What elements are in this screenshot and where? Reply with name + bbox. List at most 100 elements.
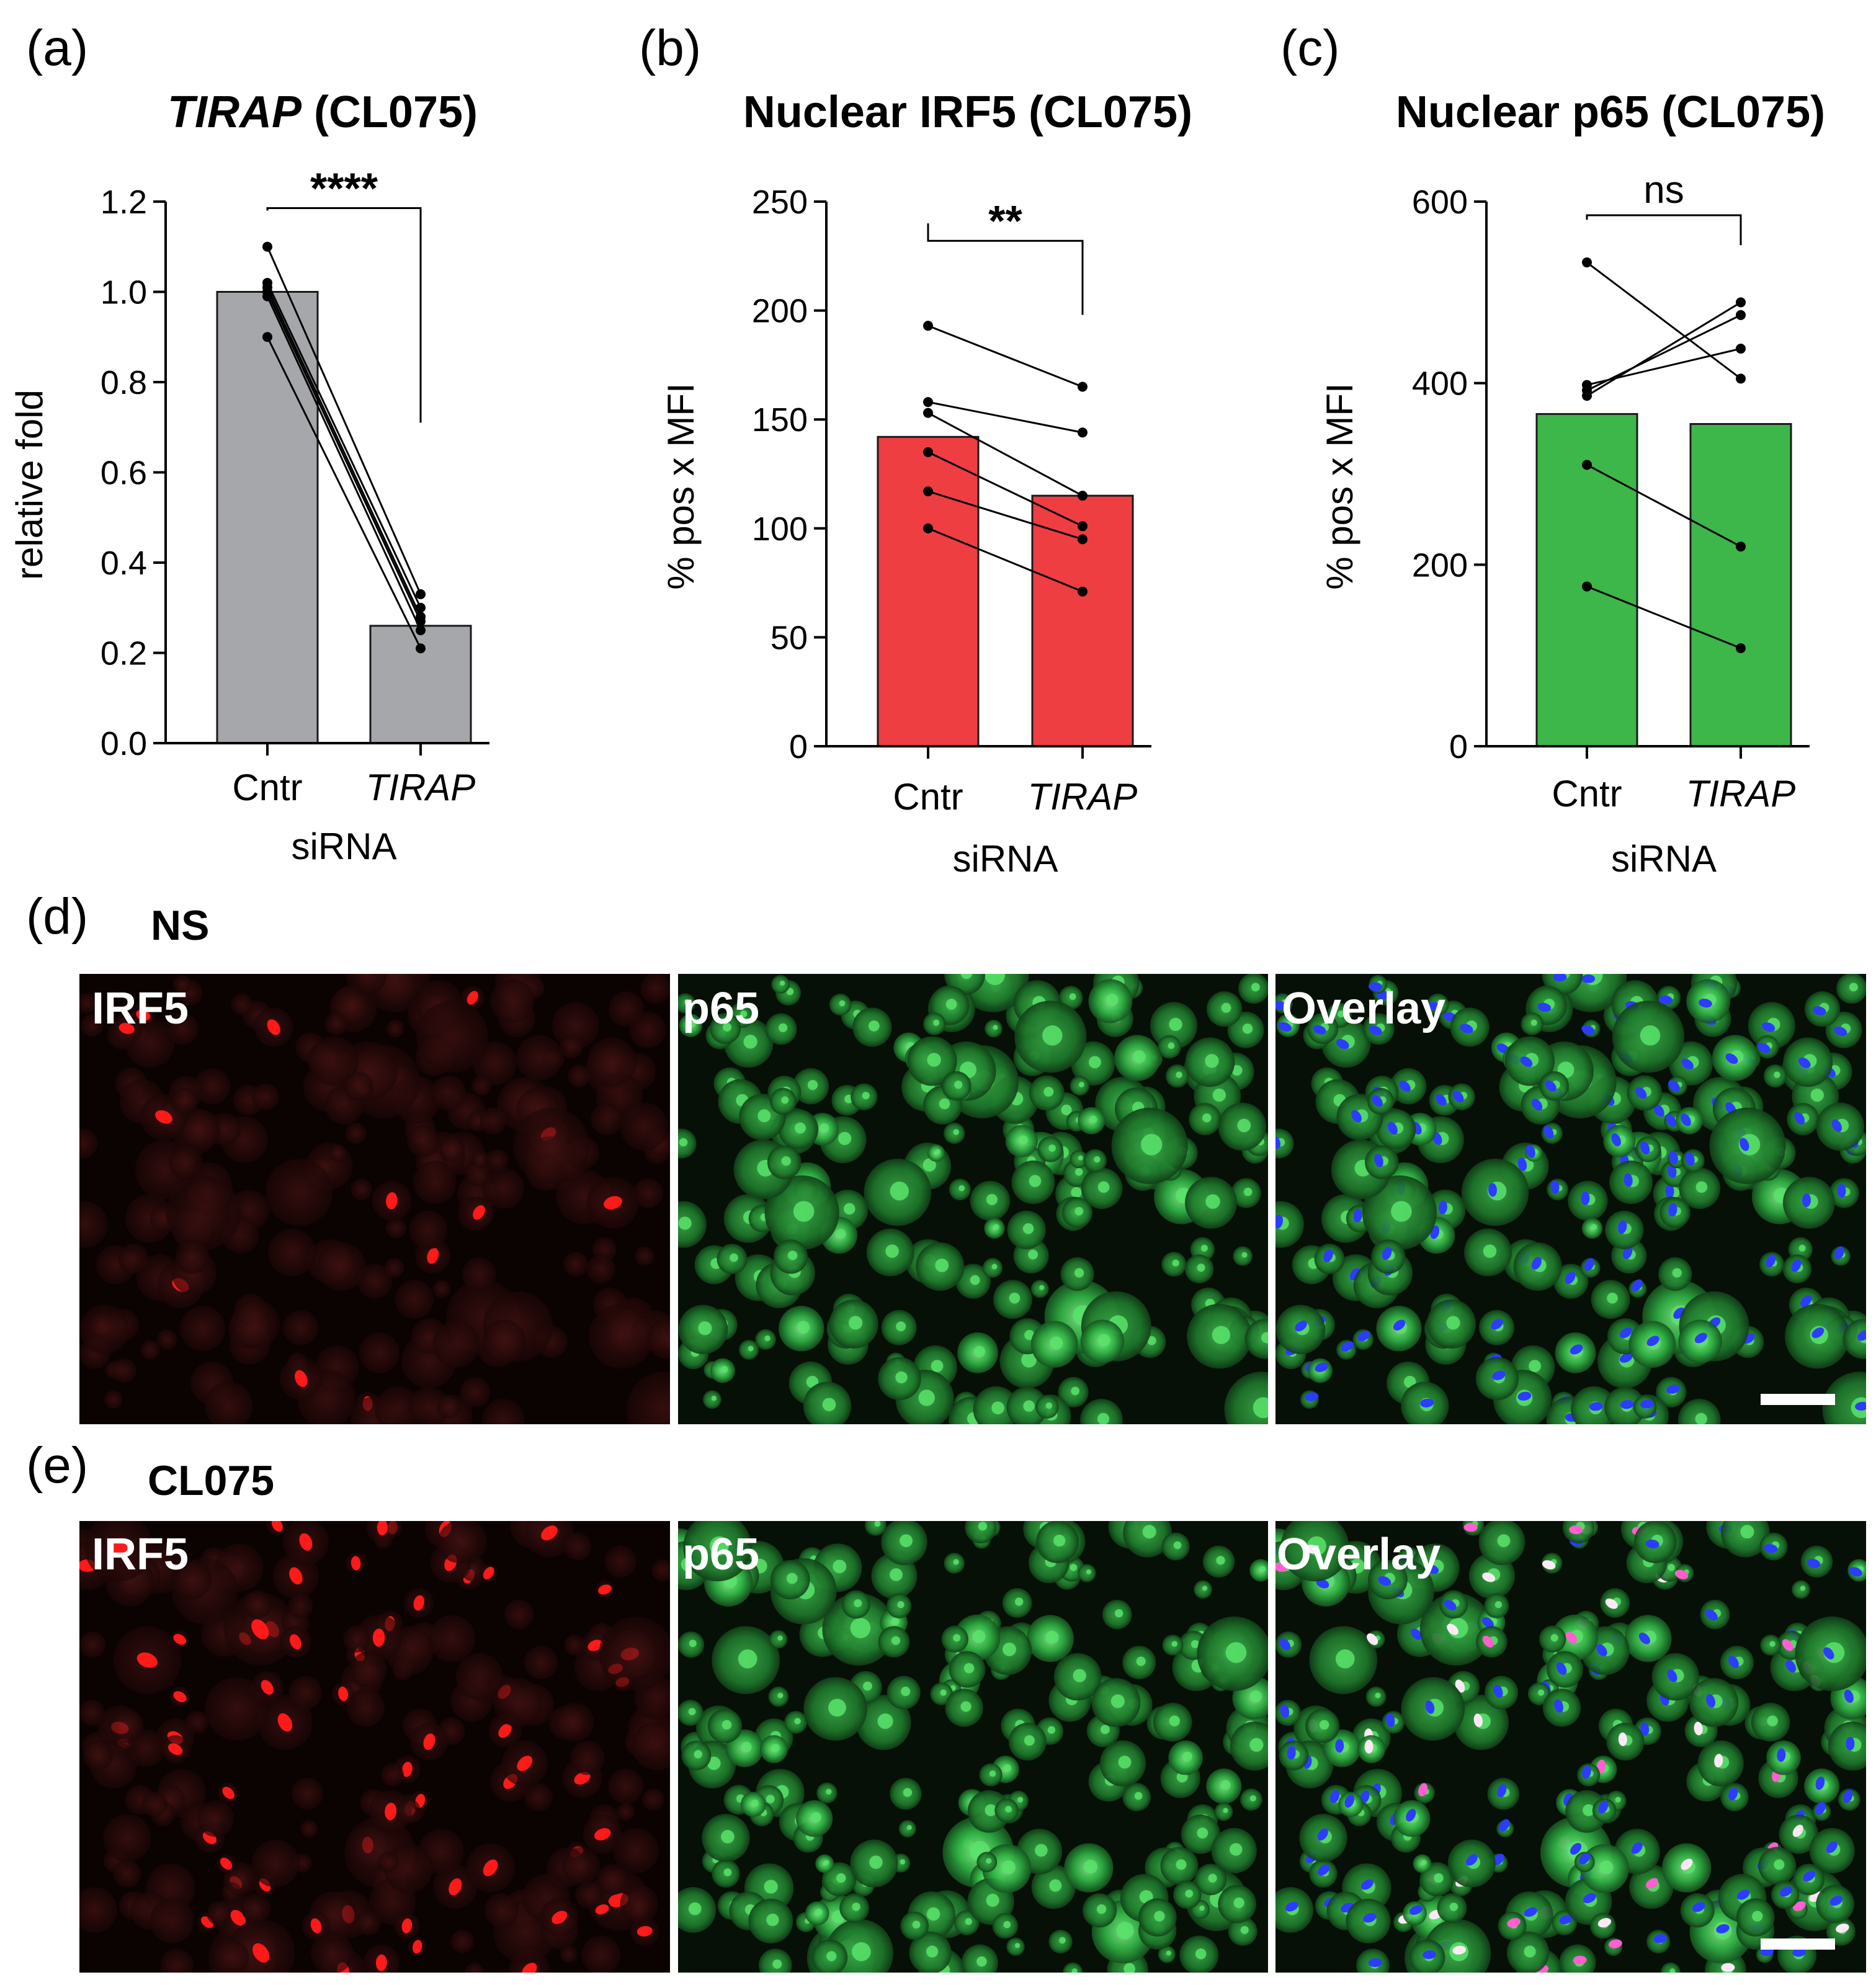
channel-labels-row-e: IRF5 p65 Overlay — [92, 1530, 1440, 1579]
data-point-cntr — [923, 397, 933, 408]
y-tick-label: 1.2 — [100, 184, 147, 221]
bar-cntr — [216, 291, 319, 744]
y-tick-label: 200 — [1412, 546, 1468, 584]
data-point-cntr — [262, 291, 272, 301]
p65-image-ns — [678, 974, 1268, 1424]
pair-line — [927, 324, 1083, 388]
pair-line — [927, 401, 1083, 434]
channel-label-p65-ns: p65 — [682, 984, 759, 1033]
data-point-cntr — [923, 321, 933, 331]
channel-label-irf5-ns: IRF5 — [92, 984, 189, 1033]
chart-nuclear-irf5: Nuclear IRF5 (CL075) 0 50 100 150 200 250 Cntr T… — [660, 87, 1192, 880]
y-tick-label: 150 — [752, 401, 808, 439]
data-point-cntr — [923, 523, 933, 533]
overlay-image-cl075 — [1275, 1521, 1866, 1973]
data-point-tirap — [1736, 542, 1746, 552]
chart-nuclear-p65: Nuclear p65 (CL075) 0 200 400 600 Cntr TIRAP si… — [1319, 87, 1825, 880]
panel-label-a: (a) — [26, 20, 88, 76]
data-point-cntr — [1582, 391, 1592, 401]
data-point-tirap — [1078, 521, 1088, 532]
data-point-tirap — [1736, 643, 1746, 653]
p65-image-cl075 — [678, 1521, 1268, 1973]
x-tick-label: Cntr — [893, 776, 963, 818]
chart-tirap-relative-fold: TIRAP (CL075) 0.0 0.2 0.4 0.6 0.8 1.0 1.2 Cntr TI… — [9, 87, 489, 867]
y-tick-label: 0.0 — [100, 725, 147, 762]
channel-label-irf5-cl075: IRF5 — [92, 1530, 189, 1579]
data-point-cntr — [923, 408, 933, 418]
panel-label-d: (d) — [26, 888, 88, 945]
overlay-image-ns — [1275, 974, 1866, 1424]
condition-label-cl075: CL075 — [148, 1457, 274, 1504]
data-point-cntr — [1582, 460, 1592, 470]
data-point-tirap — [1078, 381, 1088, 392]
data-point-tirap — [1078, 427, 1088, 438]
data-point-cntr — [262, 241, 272, 252]
significance-label: ** — [988, 197, 1022, 245]
panel-label-c: (c) — [1280, 20, 1340, 76]
data-point-cntr — [1582, 257, 1592, 268]
irf5-image-ns — [79, 974, 670, 1424]
chart-title: Nuclear p65 (CL075) — [1396, 87, 1825, 137]
data-point-tirap — [416, 625, 426, 636]
data-point-tirap — [1078, 534, 1088, 545]
pair-line — [266, 246, 422, 595]
significance-bracket — [927, 223, 1084, 315]
y-axis-label: % pos x MFI — [1319, 383, 1360, 589]
channel-label-p65-cl075: p65 — [682, 1530, 759, 1579]
data-point-cntr — [923, 486, 933, 497]
channel-label-overlay-ns: Overlay — [1282, 984, 1445, 1033]
y-tick-label: 1.0 — [100, 274, 147, 311]
pair-line — [1586, 301, 1741, 397]
y-tick-label: 400 — [1412, 365, 1468, 403]
pair-line — [1586, 261, 1741, 380]
y-tick-label: 0.4 — [100, 545, 147, 582]
x-tick-label: TIRAP — [1028, 776, 1138, 818]
y-tick-label: 100 — [752, 511, 808, 548]
pair-line — [927, 451, 1083, 527]
panel-label-b: (b) — [639, 20, 701, 76]
pair-line — [1586, 586, 1741, 649]
condition-label-ns: NS — [151, 902, 209, 949]
data-point-tirap — [1078, 491, 1088, 501]
channel-labels-row-d: IRF5 p65 Overlay — [92, 984, 1445, 1033]
y-tick-label: 0 — [1449, 728, 1468, 765]
x-tick-label: Cntr — [232, 767, 302, 808]
channel-label-overlay-cl075: Overlay — [1277, 1530, 1440, 1579]
significance-bracket — [1586, 214, 1742, 246]
data-point-tirap — [1736, 310, 1746, 320]
pair-line — [927, 412, 1083, 497]
y-tick-label: 50 — [770, 619, 808, 656]
x-axis-label: siRNA — [952, 838, 1058, 880]
data-point-tirap — [1078, 586, 1088, 597]
pair-line — [266, 336, 422, 649]
x-tick-label: Cntr — [1552, 773, 1622, 814]
scale-bar-cl075 — [1761, 1938, 1835, 1950]
y-tick-label: 0.8 — [100, 364, 147, 401]
data-point-tirap — [1736, 344, 1746, 354]
bar-tirap — [1689, 423, 1792, 747]
pair-line — [266, 296, 422, 631]
data-point-cntr — [262, 332, 272, 342]
data-point-cntr — [1582, 581, 1592, 592]
y-tick-label: 600 — [1412, 184, 1468, 221]
pair-line — [266, 291, 422, 622]
y-tick-label: 250 — [752, 184, 808, 221]
data-point-tirap — [416, 589, 426, 599]
significance-label: ns — [1643, 169, 1684, 212]
y-tick-label: 0.2 — [100, 635, 147, 672]
x-axis-label: siRNA — [1611, 838, 1717, 880]
microscopy-panels — [79, 974, 1866, 1973]
bar-cntr — [877, 435, 980, 747]
data-point-cntr — [923, 447, 933, 457]
panel-label-e: (e) — [26, 1437, 88, 1494]
y-axis-label: relative fold — [9, 390, 50, 580]
x-tick-label: TIRAP — [366, 767, 476, 808]
x-tick-label: TIRAP — [1686, 773, 1796, 814]
pair-line — [266, 287, 422, 617]
significance-label: **** — [310, 164, 378, 213]
pair-line — [1586, 314, 1741, 391]
y-tick-label: 0 — [789, 728, 808, 765]
pair-line — [1586, 464, 1741, 548]
y-tick-label: 200 — [752, 293, 808, 330]
